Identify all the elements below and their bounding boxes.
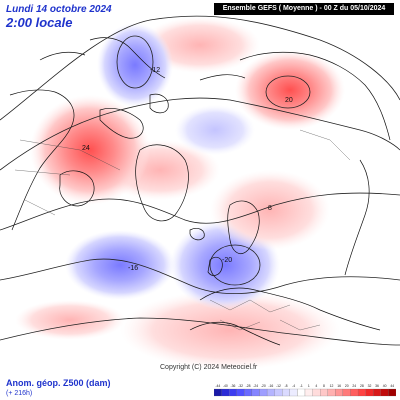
legend-swatch [373, 388, 381, 397]
legend-tick-label: -40 [223, 384, 228, 388]
legend-swatch [312, 388, 321, 397]
legend-tick-label: -28 [246, 384, 251, 388]
legend-swatch [350, 388, 359, 397]
anomaly-label-siberia: 20 [285, 97, 293, 104]
color-legend: -44 -40 -36 -32 -28 -24 -20 -16 -12 -8 -4 -1 1 4 8 12 16… [214, 384, 396, 397]
legend-tick-label: 44 [390, 384, 394, 388]
anomaly-labels: -12 24 20 -16 -20 8 [82, 67, 293, 272]
legend-tick-label: 16 [337, 384, 341, 388]
legend-tick-label: -1 [300, 384, 303, 388]
legend-tick-label: -20 [261, 384, 266, 388]
anomaly-label-russia: 8 [268, 205, 272, 212]
legend-swatch [297, 388, 306, 397]
legend-swatch [214, 388, 222, 397]
legend-tick-label: 36 [375, 384, 379, 388]
legend-tick-label: 32 [368, 384, 372, 388]
anomaly-label-europe: -20 [222, 257, 232, 264]
legend-swatch [229, 388, 237, 397]
copyright-text: Copyright (C) 2024 Meteociel.fr [160, 364, 258, 371]
valid-time: 2:00 locale [6, 15, 73, 30]
valid-date: Lundi 14 octobre 2024 [6, 4, 112, 15]
legend-tick-label: 8 [323, 384, 325, 388]
legend-tick-label: -8 [285, 384, 288, 388]
legend-tick-label: -16 [268, 384, 273, 388]
legend-swatch [342, 388, 351, 397]
legend-tick-label: -4 [292, 384, 295, 388]
legend-tick-label: -24 [253, 384, 258, 388]
legend-swatch [335, 388, 344, 397]
height-contours [0, 15, 400, 346]
anomaly-label-canada: 24 [82, 145, 90, 152]
legend-swatch [282, 388, 290, 397]
legend-swatch [388, 388, 396, 397]
legend-swatch [320, 388, 328, 397]
canada-positive-shade [30, 95, 150, 205]
legend-tick-label: 20 [345, 384, 349, 388]
legend-swatch [274, 388, 283, 397]
legend-tick-label: -36 [231, 384, 236, 388]
legend-swatch [266, 388, 275, 397]
arctic-light-negative [175, 105, 255, 155]
atlantic-negative-shade [65, 230, 175, 300]
legend-tick-label: -12 [276, 384, 281, 388]
south-light-positive [120, 290, 340, 370]
legend-swatch [380, 388, 389, 397]
legend-swatch [357, 388, 366, 397]
russia-positive-shade [210, 170, 330, 250]
legend-swatch [259, 388, 268, 397]
legend-swatch [244, 388, 253, 397]
legend-tick-label: -44 [215, 384, 220, 388]
anomaly-label-atlantic: -16 [128, 265, 138, 272]
legend-tick-label: 12 [330, 384, 334, 388]
legend-tick-label: -32 [238, 384, 243, 388]
legend-swatch [236, 388, 245, 397]
legend-tick-label: 40 [383, 384, 387, 388]
legend-swatch [251, 388, 260, 397]
lead-time: (+ 216h) [6, 390, 33, 397]
anomaly-shading [15, 17, 345, 370]
legend-swatch [365, 388, 374, 397]
coastlines [9, 37, 391, 346]
anomaly-label-alaska: -12 [150, 67, 160, 74]
alaska-negative-shade [97, 23, 173, 107]
legend-tick-label: 4 [315, 384, 317, 388]
run-info-banner: Ensemble GEFS ( Moyenne ) - 00 Z du 05/1… [214, 3, 394, 15]
siberia-positive-shade [235, 50, 345, 130]
legend-swatch [304, 388, 313, 397]
legend-tick-label: 24 [352, 384, 356, 388]
legend-swatch [221, 388, 230, 397]
legend-swatch [289, 388, 298, 397]
legend-swatch [327, 388, 336, 397]
legend-tick-label: 1 [308, 384, 310, 388]
field-label: Anom. géop. Z500 (dam) [6, 378, 111, 388]
legend-tick-label: 28 [360, 384, 364, 388]
